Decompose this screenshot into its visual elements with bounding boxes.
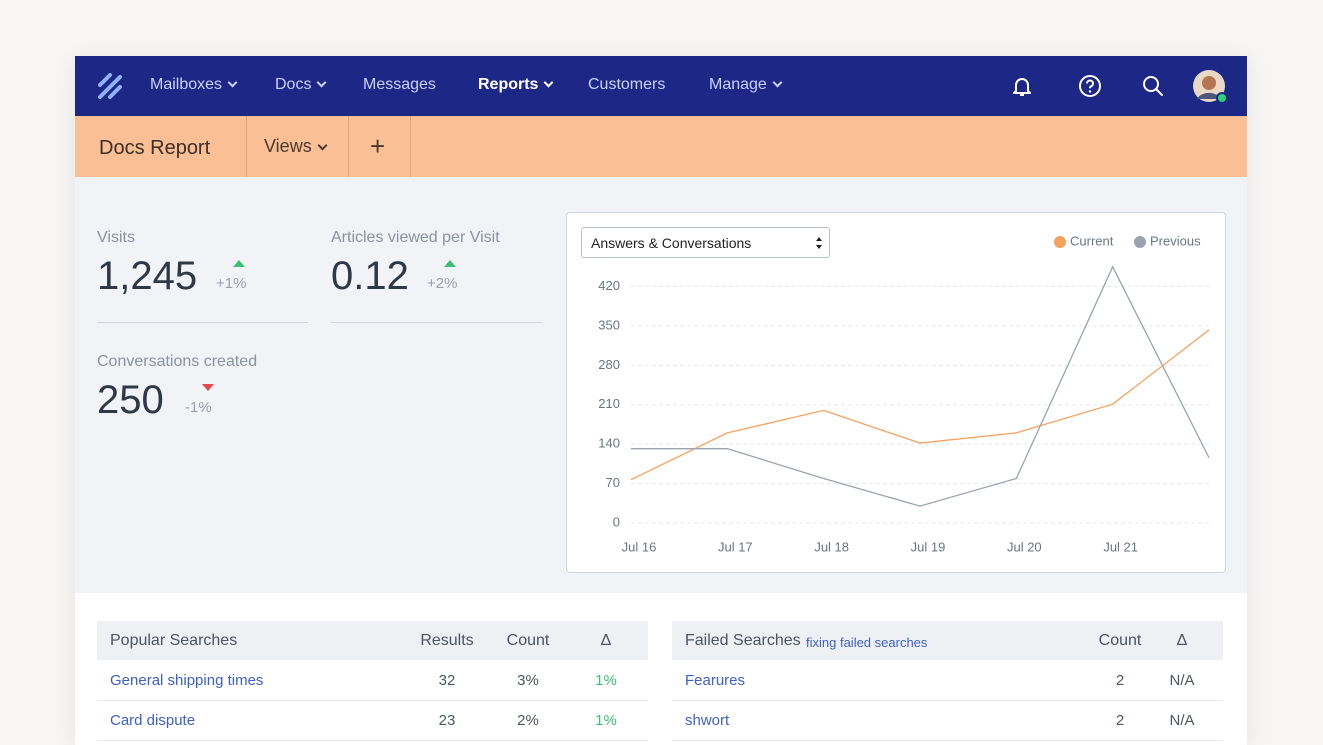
cell: 32: [438, 672, 456, 689]
trend-arrow: [444, 260, 456, 267]
x-tick-label: Jul 20: [1007, 539, 1042, 554]
column-header: Δ: [1176, 632, 1188, 649]
search-term[interactable]: General shipping times: [110, 672, 264, 689]
stat-label: Visits: [97, 229, 135, 246]
table: Popular Searches Results Count Δ General shi…: [97, 621, 648, 745]
trend-arrow: [202, 384, 214, 391]
stat-value: 1,245: [97, 254, 198, 298]
y-tick-label: 420: [598, 278, 620, 293]
column-header: Failed Searches: [685, 632, 801, 649]
sub-nav: Docs Report Views +: [75, 116, 1247, 177]
y-tick-label: 210: [598, 396, 620, 411]
series-line: [631, 265, 1210, 507]
divider: [331, 322, 542, 323]
stat-label: Articles viewed per Visit: [331, 229, 500, 246]
x-tick-label: Jul 17: [718, 539, 753, 554]
column-header: Popular Searches: [110, 632, 238, 649]
cell: N/A: [1169, 712, 1195, 729]
search-term[interactable]: Fearures: [685, 672, 746, 689]
separator: [410, 116, 411, 177]
cell: 2: [1115, 712, 1125, 729]
legend-dot: [1054, 236, 1066, 248]
legend-dot: [1134, 236, 1146, 248]
table-header: [672, 621, 1223, 660]
stat-change: +2%: [427, 275, 458, 292]
x-tick-label: Jul 16: [622, 539, 657, 554]
row-divider: [672, 740, 1223, 741]
cell: 3%: [517, 672, 539, 689]
triangle: [233, 260, 245, 267]
triangle: [202, 384, 214, 391]
nav-reports[interactable]: Reports: [478, 76, 552, 94]
nav-messages[interactable]: Messages: [363, 76, 436, 93]
row-divider: [97, 740, 648, 741]
cell: 2%: [517, 712, 539, 729]
stat-label: Conversations created: [97, 353, 258, 370]
divider: [97, 322, 308, 323]
add-button[interactable]: +: [370, 131, 386, 161]
y-tick-label: 280: [598, 357, 620, 372]
cell: 2: [1115, 672, 1125, 689]
avatar[interactable]: [1192, 69, 1228, 105]
search-term[interactable]: shwort: [685, 712, 730, 729]
logo: [98, 73, 122, 99]
x-tick-label: Jul 18: [814, 539, 849, 554]
views-menu[interactable]: Views: [264, 136, 326, 157]
help-icon[interactable]: [1078, 74, 1102, 98]
column-header: Count: [1098, 632, 1142, 649]
column-header: Count: [506, 632, 550, 649]
chart-selector[interactable]: Answers & Conversations: [581, 227, 830, 258]
triangle: [444, 260, 456, 267]
y-tick-label: 70: [606, 475, 620, 490]
stat-value: 250: [97, 378, 164, 422]
tables: Popular Searches Results Count Δ General shi…: [75, 593, 1247, 745]
selector-text: Answers & Conversations: [591, 235, 752, 251]
cell: N/A: [1169, 672, 1195, 689]
series-line: [630, 329, 1210, 481]
chart-card: Answers & Conversations 0 70 140 210 280 350 4…: [566, 212, 1226, 573]
selector-arrows: [816, 237, 822, 249]
nav-manage[interactable]: Manage: [709, 76, 781, 94]
top-nav: Mailboxes Docs Messages Reports Customer…: [75, 56, 1247, 116]
nav-customers[interactable]: Customers: [588, 76, 666, 93]
nav-docs[interactable]: Docs: [275, 76, 325, 94]
stat-value: 0.12: [331, 254, 409, 298]
report-title: Docs Report: [99, 137, 211, 159]
stat-change: -1%: [185, 399, 212, 416]
separator: [246, 116, 247, 177]
cell: 1%: [595, 712, 617, 729]
table-header: [97, 621, 648, 660]
app-window: Mailboxes Docs Messages Reports Customer…: [75, 56, 1247, 745]
x-tick-label: Jul 19: [911, 539, 946, 554]
cell: 1%: [595, 672, 617, 689]
nav-mailboxes[interactable]: Mailboxes: [150, 76, 236, 94]
y-tick-label: 350: [598, 317, 620, 332]
line-chart: 0 70 140 210 280 350 420 Jul 16 Jul 17 Jul 18 Jul …: [598, 233, 1210, 554]
row-divider: [97, 700, 648, 701]
search-icon[interactable]: [1141, 74, 1165, 98]
legend-label: Current: [1070, 233, 1114, 248]
column-header: Results: [420, 632, 474, 649]
separator: [348, 116, 349, 177]
search-term[interactable]: Card dispute: [110, 712, 196, 729]
legend-label: Previous: [1150, 233, 1201, 248]
bell-icon[interactable]: [1010, 74, 1034, 98]
cell: 23: [438, 712, 456, 729]
column-header: Δ: [600, 632, 612, 649]
y-tick-label: 0: [613, 514, 620, 529]
row-divider: [672, 700, 1223, 701]
stat-change: +1%: [216, 275, 247, 292]
help-link[interactable]: fixing failed searches: [806, 635, 928, 650]
y-tick-label: 140: [598, 436, 620, 451]
x-tick-label: Jul 21: [1103, 539, 1138, 554]
trend-arrow: [233, 260, 245, 267]
